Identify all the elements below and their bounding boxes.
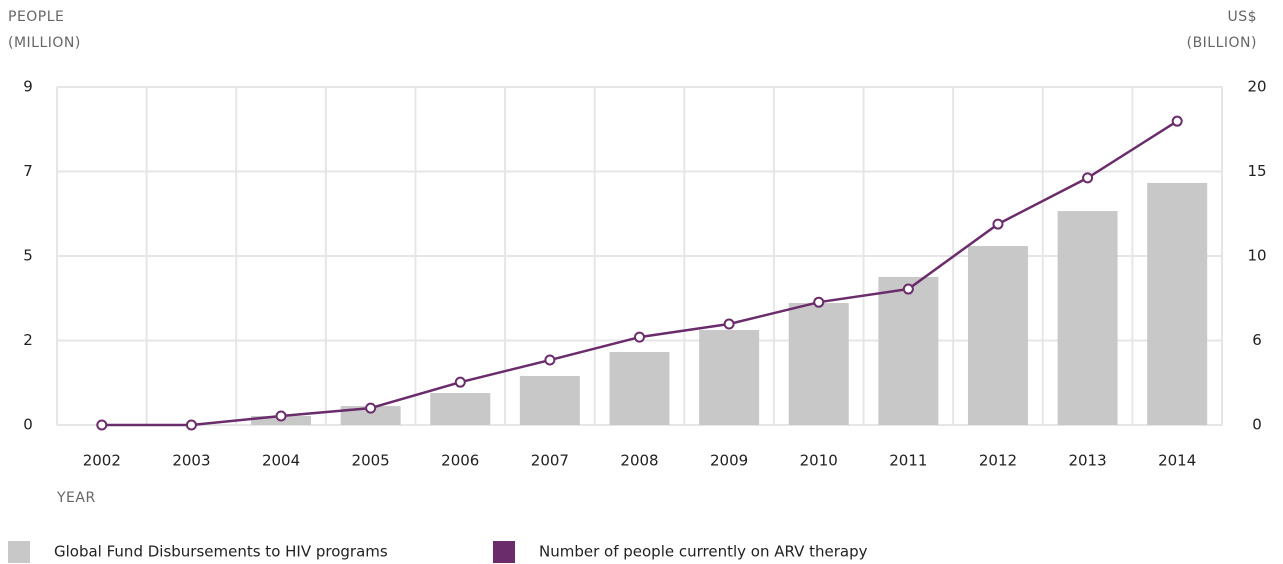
x-tick-label: 2002 [83,452,121,470]
legend-label: Number of people currently on ARV therap… [539,543,868,561]
bar [430,393,491,425]
bar [878,276,939,425]
x-tick-label: 2005 [352,452,390,470]
bar [1057,211,1118,425]
x-axis-title: YEAR [56,490,96,506]
line-point [365,402,377,414]
x-tick-label: 2011 [889,452,927,470]
y2-axis-title: (BILLION) [1187,35,1257,51]
line-point [813,296,825,308]
y-tick-label: 5 [23,247,33,265]
x-tick-label: 2004 [262,452,300,470]
bar [788,302,849,425]
y2-tick-label: 15 [1247,162,1266,180]
y2-tick-label: 20 [1247,78,1266,96]
x-tick-label: 2012 [979,452,1017,470]
y-axis-title: (MILLION) [8,35,81,51]
x-tick-label: 2007 [531,452,569,470]
y2-tick-label: 10 [1247,247,1266,265]
line-point [96,419,108,431]
marks [96,115,1208,431]
y-tick-label: 9 [23,78,33,96]
legend-label: Global Fund Disbursements to HIV program… [54,543,388,561]
x-tick-label: 2008 [620,452,658,470]
line-point [185,419,197,431]
line-point [544,354,556,366]
x-tick-label: 2014 [1158,452,1196,470]
bar [1147,182,1208,425]
y-tick-label: 2 [23,331,33,349]
line-point [1171,115,1183,127]
y-axis-title: PEOPLE [8,9,64,25]
y2-tick-label: 0 [1252,416,1262,434]
y2-axis-title: US$ [1227,9,1257,25]
x-tick-label: 2010 [800,452,838,470]
line-point [454,376,466,388]
x-tick-label: 2006 [441,452,479,470]
line-point [902,283,914,295]
x-tick-label: 2003 [172,452,210,470]
legend-swatch [493,541,515,563]
line-point [1082,172,1094,184]
y-tick-label: 0 [23,416,33,434]
line-point [723,318,735,330]
x-tick-label: 2013 [1068,452,1106,470]
bar [340,406,401,425]
x-tick-label: 2009 [710,452,748,470]
legend-swatch [8,541,30,563]
y-tick-label: 7 [23,162,33,180]
bar [699,330,760,425]
y2-tick-label: 6 [1252,331,1262,349]
line-point [275,410,287,422]
bar [609,351,670,425]
line-point [634,331,645,343]
bar [519,375,580,425]
line-point [992,218,1004,230]
grid [56,86,1223,426]
bar [967,246,1028,425]
